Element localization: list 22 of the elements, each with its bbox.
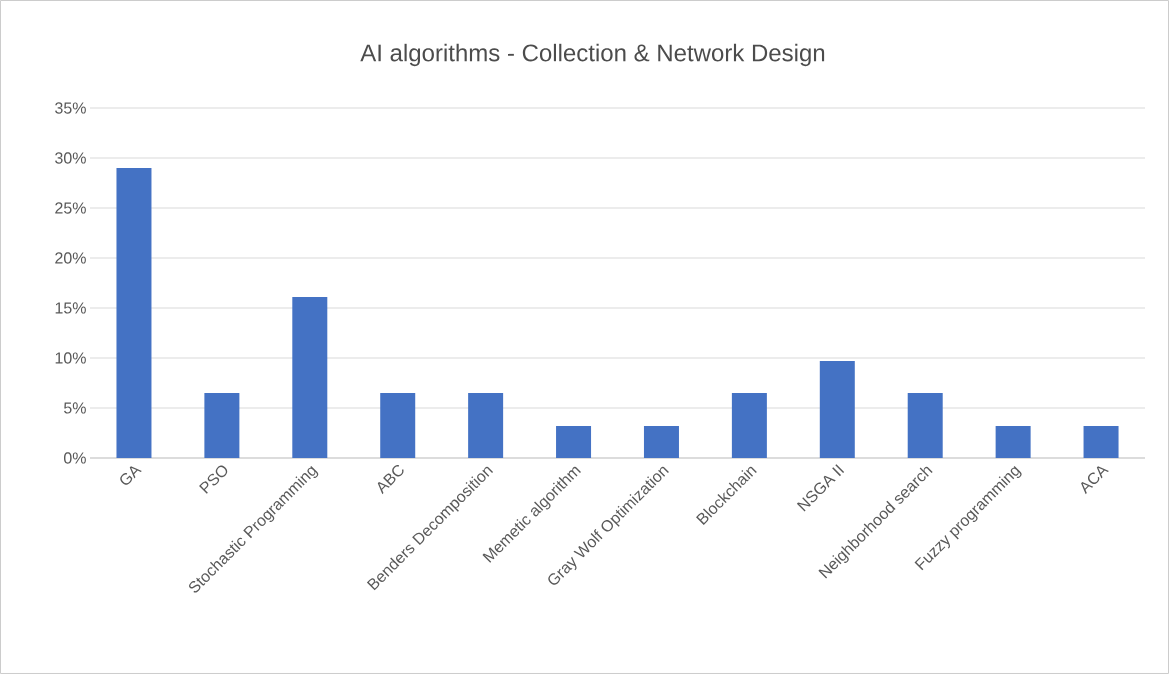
y-tick-label: 25% bbox=[55, 202, 86, 214]
bar bbox=[116, 167, 152, 458]
y-tick-label: 10% bbox=[55, 352, 86, 364]
chart-title: AI algorithms - Collection & Network Design bbox=[360, 43, 825, 67]
bar bbox=[1083, 425, 1119, 458]
bar bbox=[819, 360, 855, 458]
y-tick-label: 15% bbox=[55, 302, 86, 314]
bar bbox=[468, 392, 504, 458]
bar bbox=[643, 425, 679, 458]
y-tick-label: 5% bbox=[64, 402, 86, 414]
y-tick-label: 30% bbox=[55, 152, 86, 164]
bar bbox=[907, 392, 943, 458]
bar bbox=[204, 392, 240, 458]
bar bbox=[556, 425, 592, 458]
y-tick-label: 20% bbox=[55, 252, 86, 264]
bar bbox=[731, 392, 767, 458]
bar bbox=[995, 425, 1031, 458]
x-tick-label: GA bbox=[120, 466, 142, 485]
bar bbox=[380, 392, 416, 458]
y-tick-label: 35% bbox=[55, 102, 86, 114]
bar bbox=[292, 296, 328, 458]
y-tick-label: 0% bbox=[63, 452, 86, 464]
